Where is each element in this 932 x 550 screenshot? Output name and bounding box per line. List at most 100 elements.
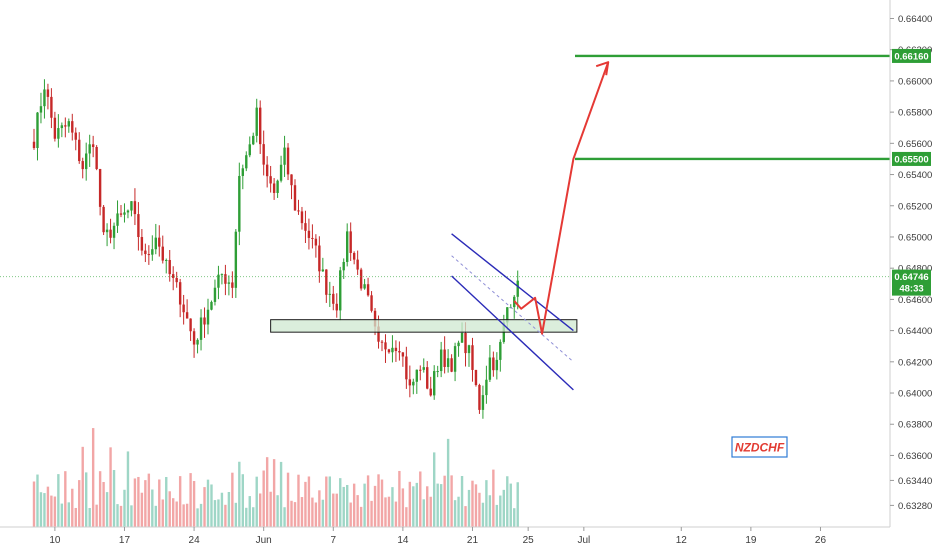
volume-bar bbox=[255, 476, 258, 527]
candle-body bbox=[359, 269, 363, 289]
volume-bar bbox=[471, 480, 474, 527]
candle-body bbox=[151, 249, 154, 255]
candle-body bbox=[158, 237, 161, 247]
candle-body bbox=[252, 135, 255, 145]
candle-body bbox=[356, 259, 359, 270]
target-price-tag bbox=[892, 151, 931, 166]
x-tick-label: 17 bbox=[119, 535, 131, 546]
candle-body bbox=[506, 307, 509, 323]
volume-bar bbox=[269, 491, 272, 527]
candle-body bbox=[408, 379, 412, 386]
volume-bar bbox=[412, 486, 415, 527]
candle-body bbox=[199, 317, 203, 340]
volume-bar bbox=[189, 473, 192, 527]
volume-bar bbox=[286, 472, 290, 527]
candle-body bbox=[339, 270, 342, 311]
volume-bar bbox=[446, 438, 450, 527]
candle-body bbox=[412, 381, 415, 386]
candle-body bbox=[109, 229, 112, 238]
volume-bar bbox=[349, 502, 352, 527]
channel-midline bbox=[451, 255, 574, 363]
candle-body bbox=[398, 351, 401, 353]
candle-body bbox=[380, 341, 384, 343]
volume-bar bbox=[57, 474, 60, 527]
candle-body bbox=[67, 121, 70, 127]
candle-body bbox=[32, 141, 36, 149]
candle-body bbox=[321, 269, 325, 272]
volume-bar bbox=[398, 470, 401, 527]
volume-bar bbox=[88, 507, 91, 527]
volume-bar bbox=[67, 502, 70, 527]
target-price-tag-label: 0.65500 bbox=[894, 154, 928, 165]
volume-bar bbox=[352, 483, 356, 527]
candle-body bbox=[203, 317, 206, 325]
volume-bar bbox=[377, 474, 380, 527]
volume-bar bbox=[126, 451, 130, 527]
candle-body bbox=[328, 293, 331, 295]
candle-body bbox=[234, 231, 238, 288]
candle-body bbox=[81, 161, 84, 170]
candle-body bbox=[467, 345, 471, 354]
y-tick-label: 0.64400 bbox=[898, 326, 932, 337]
candle-body bbox=[255, 107, 258, 136]
y-tick-label: 0.66000 bbox=[898, 76, 932, 87]
candle-body bbox=[192, 331, 196, 345]
candle-body bbox=[293, 185, 297, 211]
volume-bar bbox=[165, 476, 168, 527]
volume-bar bbox=[234, 502, 238, 527]
candle-body bbox=[147, 254, 151, 256]
volume-bar bbox=[394, 501, 398, 527]
candle-body bbox=[332, 293, 335, 304]
volume-bar bbox=[220, 492, 224, 527]
volume-bar bbox=[300, 497, 304, 527]
volume-bar bbox=[384, 497, 387, 527]
volume-bar bbox=[314, 502, 318, 527]
volume-bar bbox=[401, 488, 405, 527]
candle-body bbox=[304, 223, 307, 231]
current-price-tag bbox=[892, 269, 931, 296]
volume-bar bbox=[144, 480, 147, 527]
candle-body bbox=[172, 274, 175, 278]
candle-body bbox=[36, 112, 39, 149]
channel-line bbox=[451, 275, 574, 391]
volume-bar bbox=[387, 496, 391, 527]
candle-body bbox=[46, 89, 50, 97]
volume-bar bbox=[474, 484, 478, 527]
candle-body bbox=[262, 144, 265, 165]
volume-bar bbox=[158, 479, 161, 527]
candle-body bbox=[415, 369, 418, 382]
volume-bar bbox=[91, 428, 95, 527]
candle-body bbox=[64, 125, 67, 127]
volume-bar bbox=[140, 492, 144, 527]
volume-bar bbox=[509, 483, 512, 527]
candle-body bbox=[349, 231, 352, 253]
candle-body bbox=[53, 117, 57, 139]
volume-bar bbox=[196, 508, 199, 527]
candle-body bbox=[98, 169, 102, 207]
volume-bar bbox=[203, 487, 206, 527]
candle-body bbox=[366, 284, 370, 296]
candle-body bbox=[314, 238, 318, 246]
candle-body bbox=[481, 395, 485, 410]
volume-bar bbox=[335, 493, 338, 527]
volume-bar bbox=[116, 504, 119, 527]
volume-bar bbox=[405, 507, 408, 527]
volume-bar bbox=[32, 481, 36, 527]
candle-body bbox=[105, 229, 109, 233]
volume-bar bbox=[78, 480, 81, 527]
candle-body bbox=[318, 245, 321, 272]
volume-bar bbox=[238, 461, 241, 527]
candle-body bbox=[453, 346, 457, 372]
volume-bar bbox=[502, 489, 505, 527]
volume-bar bbox=[356, 495, 359, 527]
candle-body bbox=[95, 147, 98, 170]
countdown-label: 48:33 bbox=[899, 284, 923, 295]
x-tick-label: 25 bbox=[523, 535, 535, 546]
candle-body bbox=[189, 318, 192, 332]
volume-bar bbox=[119, 505, 123, 527]
candle-body bbox=[238, 175, 241, 232]
y-tick-label: 0.63600 bbox=[898, 451, 932, 462]
